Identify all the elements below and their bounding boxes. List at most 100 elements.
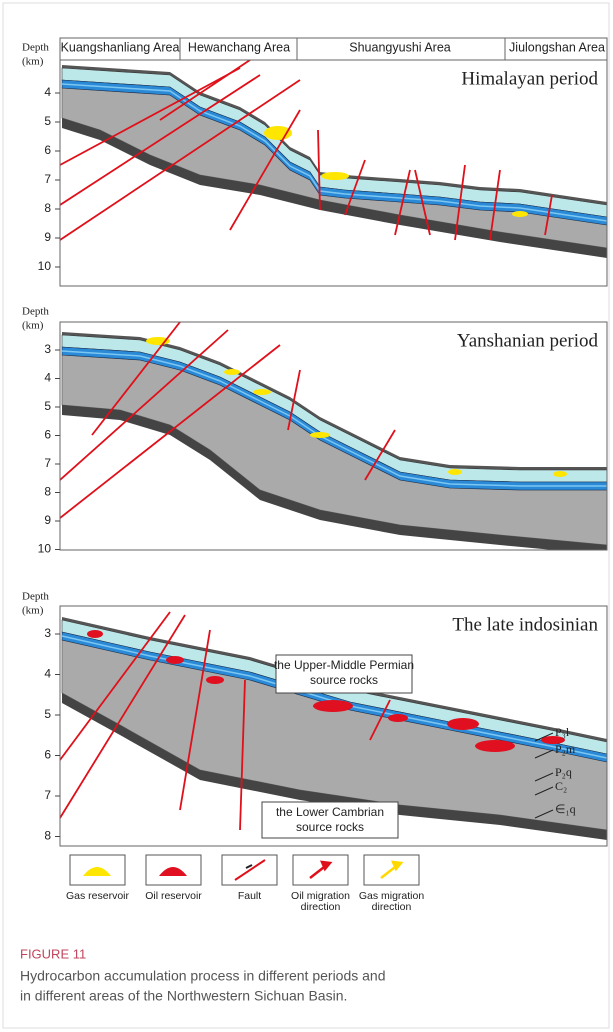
fault bbox=[60, 344, 281, 519]
strata-pointer bbox=[534, 749, 554, 759]
depth-tick-label: 9 bbox=[44, 513, 51, 527]
reservoir bbox=[553, 471, 567, 477]
depth-tick-label: 10 bbox=[38, 542, 52, 556]
fault bbox=[91, 322, 181, 436]
reservoir bbox=[475, 740, 515, 752]
caption-label: FIGURE 11 bbox=[20, 946, 86, 961]
depth-label: Depth bbox=[22, 42, 49, 54]
depth-tick-label: 6 bbox=[44, 748, 51, 762]
reservoir bbox=[313, 700, 353, 712]
fault bbox=[60, 611, 171, 761]
depth-tick-label: 8 bbox=[44, 201, 51, 215]
note-box bbox=[261, 801, 399, 839]
fault bbox=[489, 169, 501, 241]
panel-frame bbox=[59, 605, 608, 847]
fault bbox=[229, 109, 301, 231]
legend-label: Oil reservoir bbox=[145, 890, 202, 902]
depth-tick-label: 7 bbox=[44, 788, 51, 802]
depth-tick-label: 5 bbox=[44, 399, 51, 413]
legend-label: direction bbox=[301, 901, 341, 913]
icon bbox=[380, 860, 404, 879]
base-band bbox=[62, 693, 607, 840]
area-label: Hewanchang Area bbox=[188, 40, 290, 54]
area-label: Jiulongshan Area bbox=[509, 40, 605, 54]
reservoir bbox=[166, 656, 184, 664]
strata-pointer bbox=[534, 732, 554, 742]
icon bbox=[83, 867, 111, 876]
legend-item: Fault bbox=[221, 854, 278, 902]
fault bbox=[60, 74, 261, 206]
blue-band bbox=[61, 346, 607, 491]
depth-tick-label: 8 bbox=[44, 829, 51, 843]
panel-title: Himalayan period bbox=[461, 68, 598, 89]
icon bbox=[234, 859, 266, 881]
fault bbox=[60, 67, 241, 166]
reservoir bbox=[512, 211, 528, 217]
legend-item: Oil reservoir bbox=[145, 854, 202, 902]
area-label: Shuangyushi Area bbox=[349, 40, 451, 54]
note-text: the Lower Cambrian bbox=[276, 805, 384, 819]
reservoir bbox=[87, 630, 103, 638]
depth-tick-label: 8 bbox=[44, 485, 51, 499]
fault bbox=[544, 194, 553, 236]
fault bbox=[344, 159, 366, 216]
depth-tick-label: 6 bbox=[44, 143, 51, 157]
legend-box bbox=[292, 854, 349, 886]
note-box bbox=[275, 654, 413, 694]
icon bbox=[159, 867, 187, 876]
depth-tick-label: 4 bbox=[44, 371, 51, 385]
strata-label: P₂m bbox=[555, 742, 576, 756]
reservoir bbox=[264, 126, 292, 140]
base-band bbox=[62, 405, 607, 550]
caption-text: Hydrocarbon accumulation process in diff… bbox=[20, 968, 386, 984]
fault bbox=[287, 369, 301, 431]
reservoir bbox=[388, 714, 408, 722]
shale-cap bbox=[62, 617, 607, 742]
geology bbox=[60, 60, 607, 258]
legend-label: direction bbox=[372, 901, 412, 913]
depth-tick-label: 3 bbox=[44, 342, 51, 356]
note-text: source rocks bbox=[296, 820, 364, 834]
note-text: the Upper-Middle Permian bbox=[274, 658, 414, 672]
legend-label: Gas reservoir bbox=[66, 890, 130, 902]
depth-tick-label: 6 bbox=[44, 428, 51, 442]
depth-tick-label: 4 bbox=[44, 85, 51, 99]
depth-tick-label: 3 bbox=[44, 626, 51, 640]
fault bbox=[60, 329, 229, 481]
depth-tick-label: 7 bbox=[44, 456, 51, 470]
reservoir bbox=[310, 432, 330, 438]
strata-label: P₃l bbox=[555, 725, 570, 739]
reservoir bbox=[224, 369, 240, 375]
strata-pointer bbox=[534, 786, 554, 796]
reservoir bbox=[448, 469, 462, 475]
strata-label: ∈₁q bbox=[555, 802, 576, 816]
fault bbox=[317, 129, 321, 211]
legend-label: Gas migration bbox=[359, 890, 425, 902]
fault bbox=[239, 679, 246, 831]
base-band bbox=[62, 118, 607, 258]
reservoir bbox=[206, 676, 224, 684]
area-header bbox=[59, 37, 608, 61]
fault bbox=[454, 164, 466, 241]
legend-label: Fault bbox=[238, 890, 261, 902]
panel-title: Yanshanian period bbox=[457, 330, 599, 351]
note-text: source rocks bbox=[310, 673, 378, 687]
strata-pointer bbox=[534, 772, 554, 782]
legend-label: Oil migration bbox=[291, 890, 350, 902]
fault bbox=[414, 169, 431, 236]
geology bbox=[60, 322, 607, 550]
blue-band bbox=[61, 79, 607, 226]
fault bbox=[60, 614, 186, 819]
strata-label: P₂q bbox=[555, 765, 572, 779]
strata-pointer bbox=[534, 809, 554, 819]
reservoir bbox=[541, 736, 565, 744]
caption-text: in different areas of the Northwestern S… bbox=[20, 988, 347, 1004]
depth-label: Depth bbox=[22, 306, 49, 318]
depth-tick-label: 7 bbox=[44, 172, 51, 186]
fault bbox=[364, 429, 396, 481]
unit-label: (km) bbox=[22, 56, 44, 68]
fault bbox=[394, 169, 411, 236]
